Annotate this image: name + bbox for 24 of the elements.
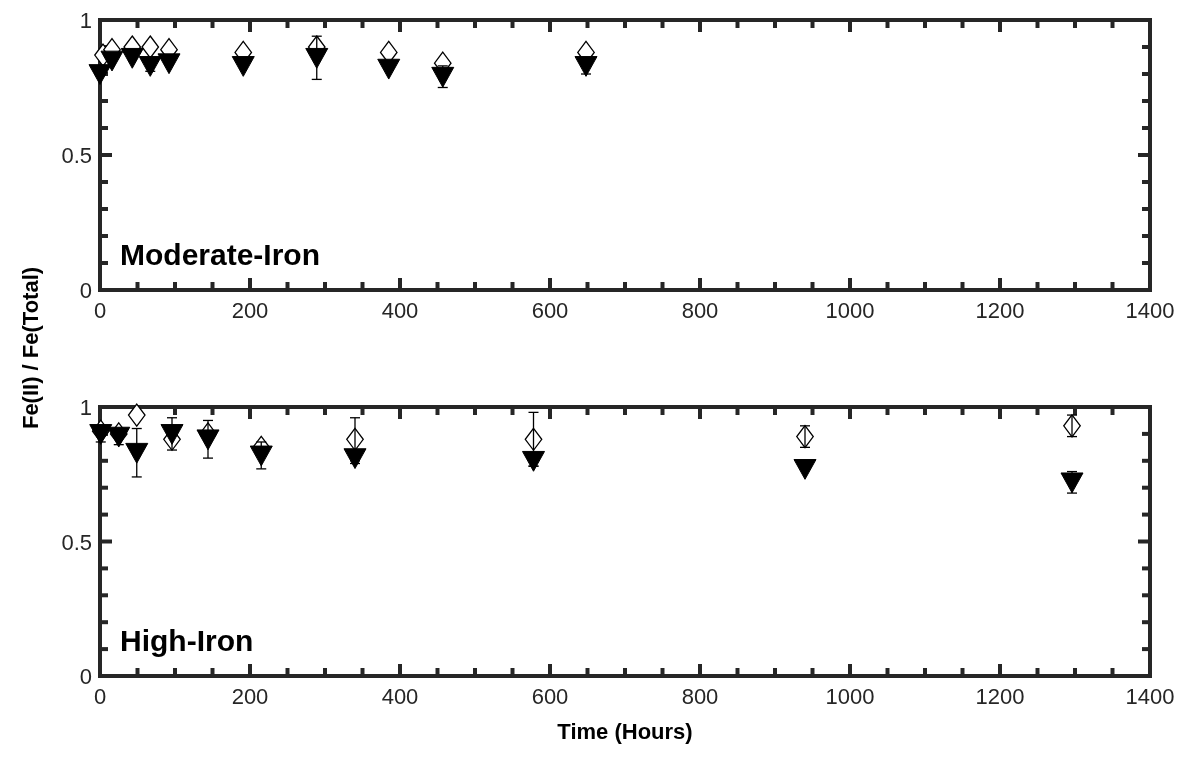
y-tick-label: 0 bbox=[79, 664, 92, 689]
x-tick-label: 800 bbox=[681, 684, 719, 709]
annotation: Moderate-Iron bbox=[120, 238, 321, 271]
annotation: High-Iron bbox=[120, 624, 254, 657]
y-tick-label: 1 bbox=[79, 395, 92, 420]
y-tick-label: 0.5 bbox=[61, 143, 92, 168]
x-tick-label: 1000 bbox=[825, 684, 875, 709]
x-tick-label: 600 bbox=[531, 298, 569, 323]
x-tick-label: 1400 bbox=[1125, 298, 1175, 323]
y-tick-label: 1 bbox=[79, 8, 92, 33]
x-tick-label: 1200 bbox=[975, 298, 1025, 323]
x-tick-label: 400 bbox=[381, 684, 419, 709]
x-tick-label: 1200 bbox=[975, 684, 1025, 709]
x-tick-label: 600 bbox=[531, 684, 569, 709]
x-tick-label: 200 bbox=[231, 298, 269, 323]
x-tick-label: 400 bbox=[381, 298, 419, 323]
x-tick-label: 800 bbox=[681, 298, 719, 323]
y-axis-title: Fe(II) / Fe(Total) bbox=[18, 266, 43, 430]
x-axis-title: Time (Hours) bbox=[557, 719, 693, 744]
y-tick-label: 0.5 bbox=[61, 529, 92, 555]
x-tick-label: 1400 bbox=[1125, 684, 1175, 709]
x-tick-label: 200 bbox=[231, 684, 269, 709]
x-tick-label: 1000 bbox=[825, 298, 875, 323]
y-tick-label: 0 bbox=[79, 278, 92, 303]
